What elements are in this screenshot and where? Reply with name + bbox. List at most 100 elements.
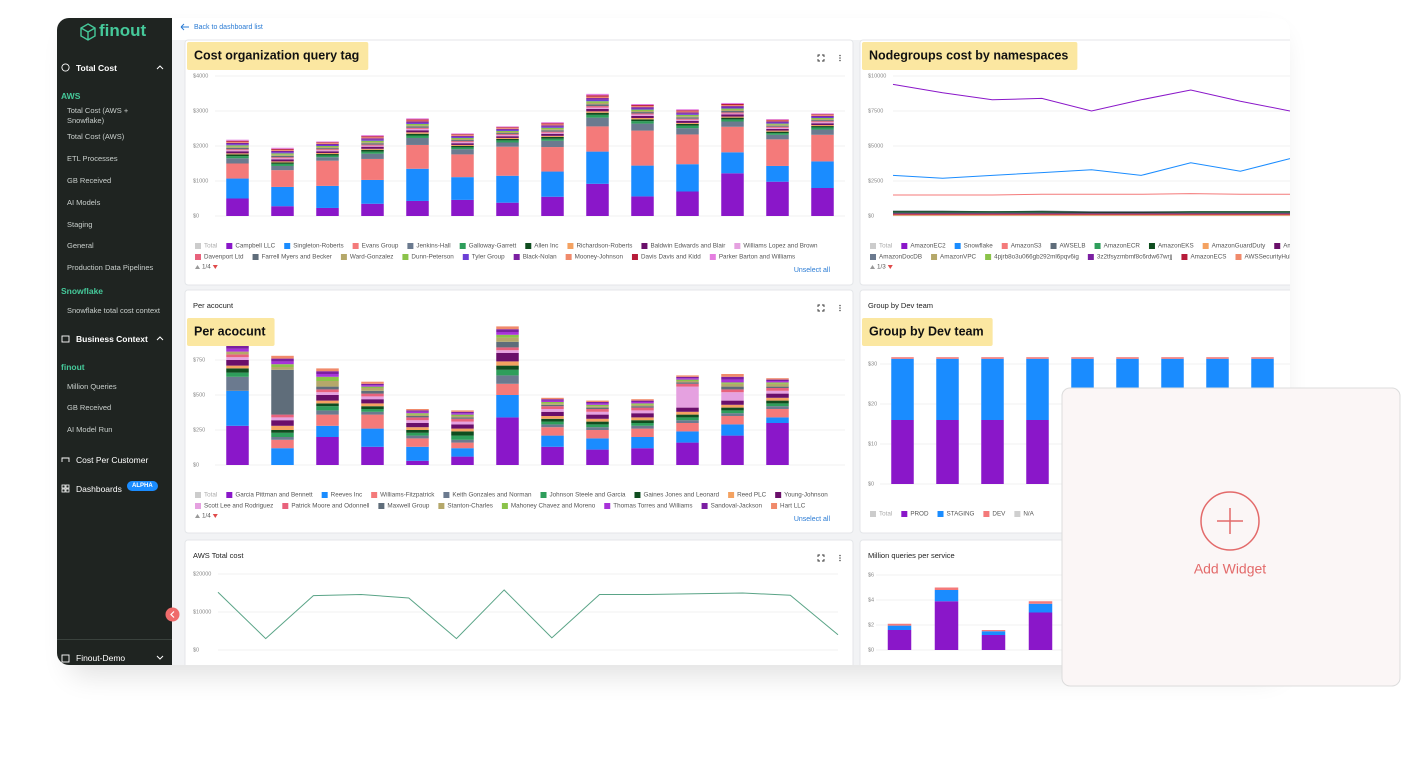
legend-item[interactable]: Johnson Steele and Garcia — [540, 492, 626, 499]
legend-item[interactable]: Total — [870, 511, 892, 518]
legend-item[interactable]: Ward-Gonzalez — [340, 254, 394, 261]
legend-item[interactable]: Patrick Moore and Odonnell — [282, 503, 369, 510]
legend-item[interactable]: Black-Nolan — [513, 254, 557, 261]
legend-label[interactable]: Davis Davis and Kidd — [641, 254, 701, 261]
legend-label[interactable]: Parker Barton and Williams — [719, 254, 795, 261]
add-widget-label[interactable]: Add Widget — [1194, 561, 1266, 577]
legend-label[interactable]: AmazonVPC — [940, 254, 976, 261]
legend-label[interactable]: Mooney-Johnson — [575, 254, 624, 261]
legend-item[interactable]: Sandoval-Jackson — [701, 503, 763, 510]
legend-item[interactable]: Scott Lee and Rodriguez — [195, 503, 273, 510]
legend-item[interactable]: Reeves Inc — [321, 492, 363, 499]
legend-label[interactable]: Stanton-Charles — [447, 503, 493, 510]
legend-item[interactable]: PROD — [901, 511, 929, 518]
legend-label[interactable]: AmazonECS — [1190, 254, 1226, 261]
legend-label[interactable]: AmazonDocDB — [879, 254, 922, 261]
legend-label[interactable]: Ama — [1283, 243, 1296, 250]
legend-label[interactable]: Black-Nolan — [523, 254, 557, 261]
legend-item[interactable]: AmazonVPC — [931, 254, 977, 261]
legend-item[interactable]: Richardson-Roberts — [567, 243, 632, 250]
legend-item[interactable]: AmazonEKS — [1148, 243, 1194, 250]
legend-label[interactable]: Sandoval-Jackson — [711, 503, 763, 510]
add-widget-box[interactable] — [1061, 387, 1401, 687]
legend-item[interactable]: AmazonEC2 — [901, 243, 946, 250]
legend-item[interactable]: Hart LLC — [771, 503, 806, 510]
legend-item[interactable]: Snowflake — [954, 243, 994, 250]
legend-label[interactable]: AWSELB — [1060, 243, 1086, 250]
legend-item[interactable]: Gaines Jones and Leonard — [634, 492, 720, 499]
expand-icon[interactable] — [817, 304, 825, 312]
legend-item[interactable]: Evans Group — [352, 243, 399, 250]
legend-item[interactable]: STAGING — [937, 511, 975, 518]
legend-item[interactable]: Jenkins-Hall — [407, 243, 451, 250]
legend-item[interactable]: Reed PLC — [728, 492, 767, 499]
menu-dot[interactable] — [839, 307, 841, 309]
expand-icon[interactable] — [817, 554, 825, 562]
legend-item[interactable]: Mahoney Chavez and Moreno — [501, 503, 596, 510]
nav-item[interactable]: AI Models — [67, 198, 101, 207]
menu-dot[interactable] — [839, 554, 841, 557]
legend-label[interactable]: Reeves Inc — [331, 492, 363, 499]
legend-item[interactable]: DEV — [983, 511, 1006, 518]
legend-item[interactable]: Mooney-Johnson — [565, 254, 624, 261]
legend-label[interactable]: Williams-Fitzpatrick — [380, 492, 435, 499]
legend-item[interactable]: AmazonECR — [1094, 243, 1141, 250]
legend-label[interactable]: 4pjrb8o3u066gb292ml6pqv6ig — [994, 254, 1079, 261]
legend-item[interactable]: AmazonDocDB — [870, 254, 922, 261]
nav-item[interactable]: Total Cost (AWS) — [67, 132, 125, 141]
logo-text[interactable]: finout — [99, 21, 147, 40]
legend-label[interactable]: Keith Gonzales and Norman — [452, 492, 532, 499]
legend-label[interactable]: Maxwell Group — [387, 503, 429, 510]
legend-item[interactable]: Baldwin Edwards and Blair — [641, 243, 725, 250]
legend-item[interactable]: Stanton-Charles — [438, 503, 493, 510]
legend-item[interactable]: Davis Davis and Kidd — [631, 254, 701, 261]
legend-label[interactable]: AmazonECR — [1104, 243, 1141, 250]
menu-dot[interactable] — [839, 559, 841, 562]
legend-label[interactable]: Total — [879, 511, 892, 518]
legend-label[interactable]: Hart LLC — [780, 503, 806, 510]
legend-label[interactable]: Garcia Pittman and Bennett — [235, 492, 313, 499]
legend-label[interactable]: Singleton-Roberts — [293, 243, 343, 250]
legend-label[interactable]: Tyler Group — [472, 254, 505, 261]
legend-label[interactable]: DEV — [992, 511, 1006, 518]
unselect-all[interactable]: Unselect all — [794, 267, 831, 274]
legend-item[interactable]: N/A — [1014, 511, 1035, 518]
page-down[interactable] — [212, 514, 218, 518]
legend-label[interactable]: AmazonEKS — [1158, 243, 1194, 250]
page-down[interactable] — [212, 265, 218, 269]
legend-item[interactable]: Galloway-Garrett — [459, 243, 517, 250]
nav-item[interactable]: Million Queries — [67, 382, 117, 391]
nav-item[interactable]: GB Received — [67, 176, 112, 185]
legend-label[interactable]: Gaines Jones and Leonard — [643, 492, 719, 499]
legend-item[interactable]: Maxwell Group — [378, 503, 430, 510]
org-switcher[interactable]: Finout-Demo — [76, 653, 126, 663]
legend-item[interactable]: Singleton-Roberts — [284, 243, 344, 250]
page-up[interactable] — [195, 514, 200, 518]
legend-item[interactable]: Dunn-Peterson — [402, 254, 454, 261]
nav-item[interactable]: General — [67, 241, 94, 250]
legend-item[interactable]: Williams Lopez and Brown — [734, 243, 818, 250]
legend-label[interactable]: AmazonS3 — [1011, 243, 1042, 250]
nav-item[interactable]: Total Cost (AWS + Snowflake) — [67, 106, 129, 125]
legend-label[interactable]: PROD — [910, 511, 929, 518]
legend-label[interactable]: Dunn-Peterson — [411, 254, 454, 261]
menu-dot[interactable] — [839, 304, 841, 307]
menu-dot[interactable] — [839, 59, 841, 62]
nav-item[interactable]: ETL Processes — [67, 154, 118, 163]
legend-item[interactable]: AmazonGuardDuty — [1202, 243, 1266, 250]
legend-label[interactable]: Scott Lee and Rodriguez — [204, 503, 273, 510]
legend-item[interactable]: Thomas Torres and Williams — [604, 503, 693, 510]
legend-label[interactable]: AmazonEC2 — [910, 243, 946, 250]
legend-label[interactable]: AmazonGuardDuty — [1212, 243, 1266, 250]
legend-label[interactable]: Thomas Torres and Williams — [613, 503, 692, 510]
page-down[interactable] — [887, 265, 893, 269]
legend-item[interactable]: Campbell LLC — [226, 243, 276, 250]
legend-label[interactable]: Total — [204, 243, 217, 250]
menu-dot[interactable] — [839, 57, 841, 59]
legend-item[interactable]: Williams-Fitzpatrick — [371, 492, 435, 499]
legend-label[interactable]: N/A — [1023, 511, 1034, 518]
legend-label[interactable]: Johnson Steele and Garcia — [550, 492, 626, 499]
legend-label[interactable]: 3z2tfsyzmbmf8c6rdw67wrjj — [1097, 254, 1173, 261]
legend-label[interactable]: STAGING — [947, 511, 975, 518]
legend-item[interactable]: 3z2tfsyzmbmf8c6rdw67wrjj — [1087, 254, 1173, 261]
